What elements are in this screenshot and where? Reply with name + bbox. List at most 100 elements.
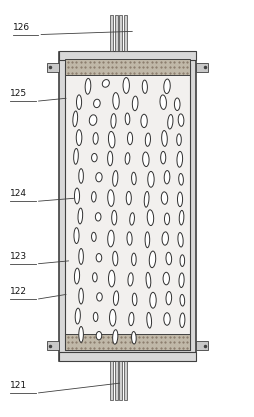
Ellipse shape (145, 133, 150, 146)
Bar (114, 15, 117, 51)
Bar (47, 63, 58, 72)
Ellipse shape (127, 132, 132, 145)
Ellipse shape (108, 270, 114, 287)
Bar (119, 361, 122, 400)
Ellipse shape (177, 192, 182, 207)
Ellipse shape (128, 312, 133, 326)
Ellipse shape (91, 192, 96, 202)
Ellipse shape (112, 93, 119, 109)
Ellipse shape (89, 115, 97, 126)
Ellipse shape (145, 232, 149, 248)
Ellipse shape (73, 148, 78, 164)
Ellipse shape (91, 232, 96, 241)
Bar (110, 361, 113, 400)
Ellipse shape (147, 210, 153, 226)
Ellipse shape (108, 131, 115, 148)
Ellipse shape (167, 115, 172, 129)
Ellipse shape (91, 153, 97, 162)
Text: 121: 121 (10, 381, 27, 390)
Ellipse shape (160, 151, 165, 164)
Bar (58, 352, 196, 361)
Ellipse shape (165, 291, 171, 305)
Ellipse shape (179, 255, 184, 266)
Ellipse shape (76, 130, 82, 146)
Bar (47, 341, 58, 350)
Ellipse shape (74, 188, 79, 204)
Bar (123, 15, 126, 51)
Bar (123, 361, 126, 400)
Ellipse shape (93, 312, 98, 322)
Bar (196, 63, 207, 72)
Ellipse shape (146, 312, 151, 328)
Ellipse shape (122, 78, 129, 93)
Ellipse shape (96, 293, 102, 301)
Bar (196, 341, 207, 350)
Ellipse shape (174, 98, 179, 111)
Ellipse shape (75, 308, 80, 324)
Text: 126: 126 (13, 23, 30, 32)
Bar (119, 15, 122, 51)
Bar (65, 334, 189, 350)
Ellipse shape (176, 134, 181, 146)
Ellipse shape (176, 151, 182, 167)
Ellipse shape (107, 190, 114, 206)
Ellipse shape (74, 268, 79, 284)
Ellipse shape (78, 327, 83, 342)
Ellipse shape (74, 228, 79, 244)
Ellipse shape (149, 251, 155, 268)
Ellipse shape (178, 273, 183, 287)
Ellipse shape (112, 330, 117, 344)
Ellipse shape (147, 171, 153, 187)
Ellipse shape (112, 171, 117, 186)
Bar (58, 51, 196, 60)
Bar (110, 15, 113, 51)
Ellipse shape (113, 291, 118, 305)
Ellipse shape (110, 114, 116, 128)
Ellipse shape (140, 114, 147, 128)
Ellipse shape (164, 171, 169, 184)
Ellipse shape (96, 254, 101, 262)
Ellipse shape (142, 80, 147, 93)
Ellipse shape (161, 131, 167, 146)
Ellipse shape (73, 111, 77, 127)
Ellipse shape (163, 272, 169, 285)
Ellipse shape (128, 273, 133, 286)
Ellipse shape (85, 78, 90, 94)
Ellipse shape (126, 232, 132, 245)
Ellipse shape (125, 153, 129, 164)
Ellipse shape (131, 332, 136, 344)
Ellipse shape (96, 332, 101, 340)
Ellipse shape (146, 272, 150, 288)
Ellipse shape (92, 273, 97, 282)
Ellipse shape (178, 114, 183, 126)
Bar (58, 52, 196, 361)
Ellipse shape (131, 172, 136, 185)
Ellipse shape (142, 152, 149, 166)
Ellipse shape (165, 252, 171, 265)
Ellipse shape (178, 173, 183, 185)
Ellipse shape (109, 309, 116, 326)
Ellipse shape (179, 211, 183, 225)
Ellipse shape (164, 213, 169, 225)
Ellipse shape (95, 213, 101, 221)
Ellipse shape (163, 313, 170, 325)
Bar (65, 59, 189, 75)
Text: 123: 123 (10, 252, 27, 261)
Text: 124: 124 (10, 189, 27, 198)
Ellipse shape (102, 80, 109, 87)
Bar (114, 361, 117, 400)
Ellipse shape (163, 79, 170, 93)
Ellipse shape (93, 99, 100, 108)
Ellipse shape (149, 292, 156, 308)
Ellipse shape (144, 191, 148, 207)
Ellipse shape (161, 232, 168, 245)
Ellipse shape (76, 95, 81, 110)
Ellipse shape (107, 151, 112, 166)
Ellipse shape (159, 95, 166, 109)
Ellipse shape (111, 210, 116, 225)
Ellipse shape (78, 208, 82, 224)
Ellipse shape (125, 113, 129, 125)
Ellipse shape (112, 251, 117, 266)
Ellipse shape (93, 133, 98, 144)
Ellipse shape (177, 233, 182, 247)
